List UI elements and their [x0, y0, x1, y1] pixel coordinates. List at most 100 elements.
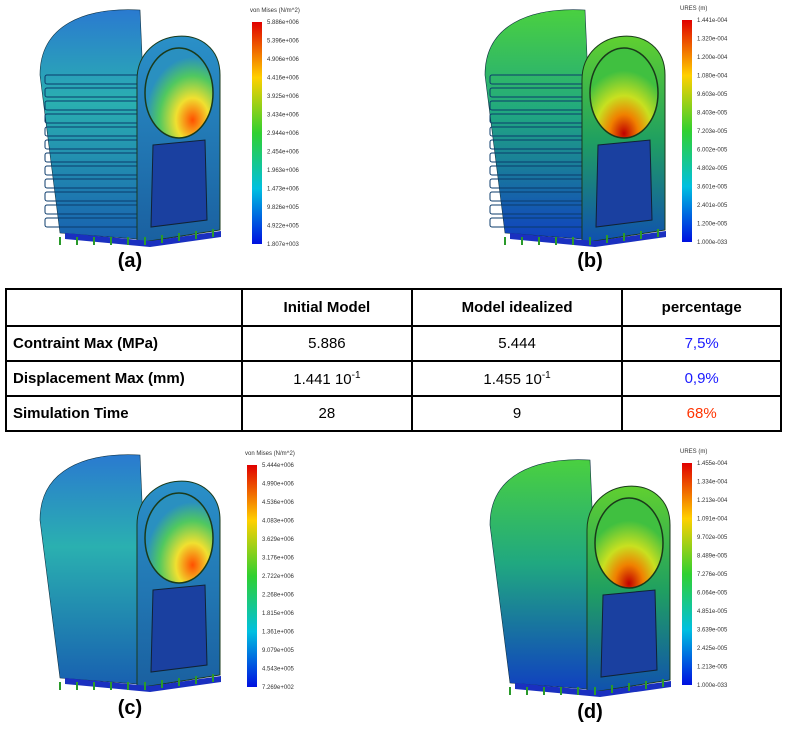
legend-value: 1.807e+003 [267, 242, 300, 248]
legend-value: 4.416e+006 [267, 76, 300, 82]
legend-value: 4.990e+006 [262, 482, 295, 488]
value-cell: 7,5% [621, 325, 782, 362]
corner-cell [5, 288, 243, 327]
legend-value: 3.925e+006 [267, 94, 300, 100]
legend-value: 4.543e+005 [262, 667, 295, 673]
legend-value: 1.441e-004 [697, 18, 728, 24]
legend-value: 1.334e-004 [697, 480, 728, 486]
model-side [39, 454, 151, 686]
legend-value: 1.361e+006 [262, 630, 295, 636]
model-side [484, 9, 596, 241]
legend-value: 7.276e-005 [697, 572, 728, 578]
legend-value: 9.603e-005 [697, 92, 728, 98]
color-bar [682, 20, 692, 242]
color-legend: von Mises (N/m^2) 5.886e+006 5.396e+006 4.9… [250, 8, 300, 248]
legend-value: 5.444e+006 [262, 463, 295, 469]
model-hole [144, 47, 214, 139]
legend-value: 2.268e+006 [262, 593, 295, 599]
legend-value: 2.722e+006 [262, 574, 295, 580]
legend-value: 1.473e+006 [267, 187, 300, 193]
fea-model [489, 459, 671, 697]
legend-value: 1.213e-004 [697, 498, 728, 504]
legend-title: von Mises (N/m^2) [250, 8, 300, 14]
legend-title: URES (m) [680, 6, 707, 12]
header-row: Initial Model Model idealized percentage [5, 288, 782, 327]
fea-model [39, 454, 221, 692]
value-cell: 1.441 10-1 [241, 360, 413, 397]
legend-value: 6.064e-005 [697, 591, 728, 597]
legend-value: 1.213e-005 [697, 665, 728, 671]
legend-value: 3.629e+006 [262, 537, 295, 543]
model-hole [589, 47, 659, 139]
fea-model [39, 9, 221, 247]
legend-value: 4.083e+006 [262, 519, 295, 525]
table-row: Contraint Max (MPa) 5.886 5.444 7,5% [5, 325, 782, 362]
model-base [510, 231, 666, 247]
value-cell: 1.455 10-1 [410, 360, 624, 397]
model-opening [600, 589, 658, 678]
color-legend: URES (m) 1.441e-004 1.320e-004 1.200e-004 1.… [680, 6, 728, 246]
value-exponent: -1 [541, 369, 551, 381]
color-legend: von Mises (N/m^2) 5.444e+006 4.990e+006 4.5… [245, 451, 295, 691]
table-row: Displacement Max (mm) 1.441 10-1 1.455 10-… [5, 360, 782, 397]
value-base: 1.455 10 [483, 370, 542, 388]
value-exponent: -1 [351, 369, 361, 381]
legend-value: 9.702e-005 [697, 535, 728, 541]
model-opening [150, 139, 208, 228]
legend-value: 9.826e+005 [267, 205, 300, 211]
legend-value: 3.176e+006 [262, 556, 295, 562]
legend-value: 1.200e-005 [697, 222, 728, 228]
row-label: Simulation Time [5, 395, 243, 432]
legend-value: 6.002e-005 [697, 148, 728, 154]
model-base [65, 676, 221, 692]
legend-value: 2.454e+006 [267, 150, 300, 156]
model-side [489, 459, 601, 691]
legend-value: 1.320e-004 [697, 37, 728, 43]
header-cell: Model idealized [410, 288, 624, 327]
legend-value: 1.815e+006 [262, 611, 295, 617]
value-cell: 5.444 [410, 325, 624, 362]
legend-value: 9.079e+005 [262, 648, 295, 654]
legend-value: 2.401e-005 [697, 203, 728, 209]
color-bar [682, 463, 692, 685]
color-bar [252, 22, 262, 244]
legend-value: 7.269e+002 [262, 685, 295, 691]
panel-label: (a) [118, 250, 142, 272]
panel-label: (d) [577, 701, 603, 723]
header-cell: Initial Model [241, 288, 413, 327]
value-cell: 0,9% [621, 360, 782, 397]
legend-value: 4.851e-005 [697, 609, 728, 615]
legend-value: 1.455e-004 [697, 461, 728, 467]
legend-value: 4.906e+006 [267, 57, 300, 63]
panel-label: (b) [577, 250, 603, 272]
value-cell: 68% [621, 395, 782, 432]
legend-value: 4.802e-005 [697, 166, 728, 172]
legend-value: 8.489e-005 [697, 554, 728, 560]
model-opening [150, 584, 208, 673]
legend-title: von Mises (N/m^2) [245, 451, 295, 457]
legend-value: 5.396e+006 [267, 39, 300, 45]
legend-value: 8.403e-005 [697, 111, 728, 117]
results-table: Initial Model Model idealized percentage Co… [5, 288, 782, 432]
value-base: 1.441 10 [293, 370, 352, 388]
legend-value: 1.200e-004 [697, 55, 728, 61]
fea-model [484, 9, 666, 247]
legend-value: 3.601e-005 [697, 185, 728, 191]
legend-value: 4.922e+005 [267, 224, 300, 230]
model-base [65, 231, 221, 247]
model-opening [595, 139, 653, 228]
header-cell: percentage [621, 288, 782, 327]
color-bar [247, 465, 257, 687]
legend-value: 3.434e+006 [267, 113, 300, 119]
panel-label: (c) [118, 697, 142, 719]
row-label: Displacement Max (mm) [5, 360, 243, 397]
legend-value: 7.203e-005 [697, 129, 728, 135]
legend-value: 3.639e-005 [697, 628, 728, 634]
legend-value: 4.536e+006 [262, 500, 295, 506]
value-cell: 5.886 [241, 325, 413, 362]
model-hole [594, 497, 664, 589]
legend-value: 1.963e+006 [267, 168, 300, 174]
value-cell: 28 [241, 395, 413, 432]
